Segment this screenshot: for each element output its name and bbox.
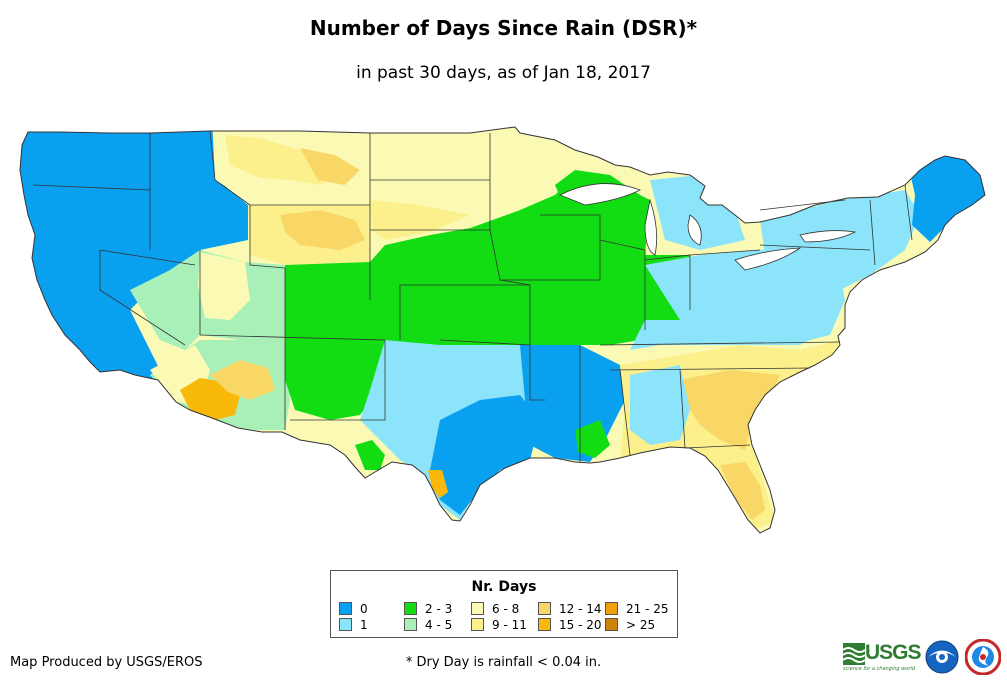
legend-label: 21 - 25 xyxy=(626,602,669,616)
legend-swatch xyxy=(404,602,417,615)
agency-logos: USGS science for a changing world xyxy=(843,638,1003,678)
legend-title: Nr. Days xyxy=(471,579,537,595)
legend-item-3: 4 - 5 xyxy=(404,618,452,632)
national-weather-service-logo-icon xyxy=(965,639,1001,675)
legend-swatch xyxy=(339,618,352,631)
legend-item-7: 15 - 20 xyxy=(538,618,602,632)
legend-item-1: 1 xyxy=(339,618,368,632)
map-title: Number of Days Since Rain (DSR)* xyxy=(309,16,698,40)
legend-label: 15 - 20 xyxy=(559,618,602,632)
dry-day-footnote: * Dry Day is rainfall < 0.04 in. xyxy=(405,655,602,670)
noaa-logo-icon xyxy=(925,640,959,674)
legend-swatch xyxy=(538,618,551,631)
legend-item-6: 12 - 14 xyxy=(538,602,602,616)
legend-swatch xyxy=(471,602,484,615)
usgs-tagline: science for a changing world xyxy=(843,666,915,672)
legend-item-2: 2 - 3 xyxy=(404,602,452,616)
legend-label: 6 - 8 xyxy=(492,602,520,616)
legend-label: 12 - 14 xyxy=(559,602,602,616)
map-legend: Nr. Days 0 1 2 - 3 4 - 5 6 - 8 9 - 11 12… xyxy=(330,570,678,638)
legend-item-5: 9 - 11 xyxy=(471,618,527,632)
legend-label: 2 - 3 xyxy=(425,602,453,616)
legend-item-9: > 25 xyxy=(605,618,655,632)
legend-item-8: 21 - 25 xyxy=(605,602,669,616)
legend-swatch xyxy=(605,618,618,631)
usgs-wordmark: USGS xyxy=(865,641,922,664)
usgs-wave-icon xyxy=(843,643,865,665)
legend-swatch xyxy=(471,618,484,631)
legend-label: 4 - 5 xyxy=(425,618,453,632)
legend-item-4: 6 - 8 xyxy=(471,602,519,616)
legend-label: 9 - 11 xyxy=(492,618,527,632)
legend-label: 1 xyxy=(360,618,368,632)
legend-item-0: 0 xyxy=(339,602,368,616)
legend-label: 0 xyxy=(360,602,368,616)
map-credit: Map Produced by USGS/EROS xyxy=(10,655,203,670)
map-subtitle: in past 30 days, as of Jan 18, 2017 xyxy=(356,63,651,83)
legend-swatch xyxy=(538,602,551,615)
legend-swatch xyxy=(605,602,618,615)
usgs-logo: USGS science for a changing world xyxy=(843,641,922,672)
legend-label: > 25 xyxy=(626,618,656,632)
legend-swatch xyxy=(339,602,352,615)
legend-swatch xyxy=(404,618,417,631)
